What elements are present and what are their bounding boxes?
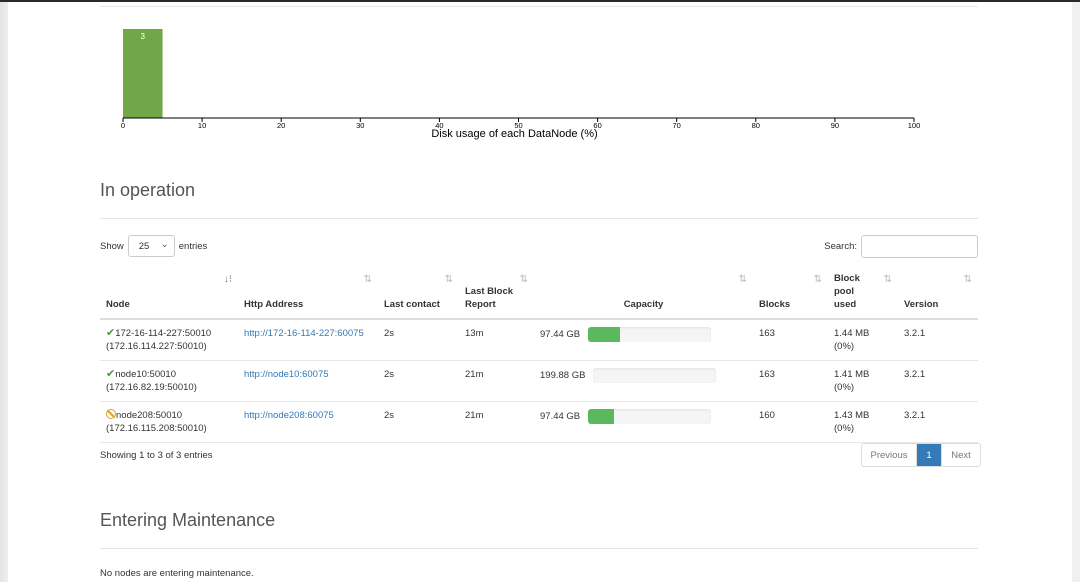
capacity-progress-bar	[588, 409, 712, 424]
col-header-blocks[interactable]: Blocks ⇅	[753, 267, 828, 320]
table-row: ✔node10:50010 (172.16.82.19:50010) http:/…	[100, 360, 978, 402]
capacity-progress-bar	[593, 368, 717, 383]
col-header-block-pool-used[interactable]: Block pool used ⇅	[828, 267, 898, 320]
show-label: Show	[100, 240, 124, 252]
http-address-link[interactable]: http://node10:60075	[238, 360, 378, 402]
entries-select-value: 25	[138, 240, 150, 252]
col-header-node[interactable]: Node ↓⁝	[100, 267, 238, 320]
entries-length-control: Show 25 ⌄ entries	[100, 234, 207, 258]
x-tick-label: 60	[593, 121, 601, 130]
capacity-progress-bar	[588, 327, 712, 342]
node-cell: node208:50010 (172.16.115.208:50010)	[100, 401, 238, 443]
block-pool-used-cell: 1.43 MB (0%)	[828, 401, 898, 443]
entering-maintenance-message: No nodes are entering maintenance.	[100, 568, 254, 579]
blocks-cell: 160	[753, 401, 828, 443]
x-axis-label: Disk usage of each DataNode (%)	[431, 128, 597, 140]
histogram-bar	[123, 29, 163, 118]
entries-label: entries	[178, 240, 208, 252]
last-block-report-cell: 13m	[459, 319, 534, 361]
x-tick-label: 50	[514, 121, 522, 130]
capacity-cell: 199.88 GB	[534, 360, 753, 402]
search-control: Search:	[824, 234, 978, 258]
col-header-http-address[interactable]: Http Address ⇅	[238, 267, 378, 320]
http-address-link[interactable]: http://node208:60075	[238, 401, 378, 443]
version-cell: 3.2.1	[898, 319, 978, 361]
capacity-cell: 97.44 GB	[534, 401, 753, 443]
table-row: ✔172-16-114-227:50010 (172.16.114.227:500…	[100, 319, 978, 361]
version-cell: 3.2.1	[898, 401, 978, 443]
blocks-cell: 163	[753, 319, 828, 361]
table-row: node208:50010 (172.16.115.208:50010) http…	[100, 401, 978, 443]
sort-icon: ⇅	[813, 274, 822, 285]
sort-icon: ⇅	[363, 274, 372, 285]
col-header-last-block-report[interactable]: Last Block Report ⇅	[459, 267, 534, 320]
x-tick-label: 40	[435, 121, 443, 130]
x-tick-label: 70	[673, 121, 681, 130]
sort-icon: ⇅	[738, 274, 747, 285]
histogram-bar-label: 3	[141, 32, 146, 41]
capacity-progress-fill	[588, 409, 614, 424]
checkmark-icon: ✔	[106, 368, 116, 380]
col-header-capacity[interactable]: Capacity ⇅	[534, 267, 753, 320]
top-divider	[100, 6, 978, 7]
previous-page-button[interactable]: Previous	[862, 444, 917, 466]
capacity-progress-fill	[588, 327, 621, 342]
chevron-down-icon: ⌄	[160, 239, 169, 250]
col-header-last-contact[interactable]: Last contact ⇅	[378, 267, 459, 320]
last-contact-cell: 2s	[378, 360, 459, 402]
decommissioned-icon	[106, 409, 116, 419]
version-cell: 3.2.1	[898, 360, 978, 402]
x-tick-label: 30	[356, 121, 364, 130]
sort-icon: ⇅	[444, 274, 453, 285]
entries-select[interactable]: 25 ⌄	[127, 235, 175, 257]
page-1-button[interactable]: 1	[917, 444, 941, 466]
capacity-cell: 97.44 GB	[534, 319, 753, 361]
checkmark-icon: ✔	[106, 327, 116, 339]
x-tick-label: 100	[908, 121, 921, 130]
sort-icon: ⇅	[519, 274, 528, 285]
blocks-cell: 163	[753, 360, 828, 402]
node-cell: ✔node10:50010 (172.16.82.19:50010)	[100, 360, 238, 402]
next-page-button[interactable]: Next	[941, 444, 980, 466]
entering-maintenance-divider	[100, 548, 978, 549]
x-tick-label: 80	[752, 121, 760, 130]
sort-icon: ⇅	[883, 274, 892, 285]
last-block-report-cell: 21m	[459, 401, 534, 443]
sort-ascending-icon: ↓⁝	[223, 274, 232, 285]
table-info: Showing 1 to 3 of 3 entries	[100, 450, 213, 461]
entering-maintenance-title: Entering Maintenance	[100, 510, 276, 530]
last-contact-cell: 2s	[378, 319, 459, 361]
in-operation-divider	[100, 218, 978, 219]
x-tick-label: 20	[277, 121, 285, 130]
in-operation-title: In operation	[100, 180, 196, 200]
http-address-link[interactable]: http://172-16-114-227:60075	[238, 319, 378, 361]
node-cell: ✔172-16-114-227:50010 (172.16.114.227:500…	[100, 319, 238, 361]
x-tick-label: 0	[121, 121, 125, 130]
x-tick-label: 90	[831, 121, 839, 130]
page: 3 0 10 20 30 40 50 60 70 80 90 100 Disk usage of eac…	[8, 2, 1072, 582]
pagination: Previous 1 Next	[861, 443, 981, 467]
table-header-row: Node ↓⁝ Http Address ⇅ Last contact ⇅ Last …	[100, 267, 978, 320]
block-pool-used-cell: 1.41 MB (0%)	[828, 360, 898, 402]
window-top-edge	[0, 0, 1080, 2]
last-block-report-cell: 21m	[459, 360, 534, 402]
search-input[interactable]	[861, 234, 978, 258]
search-label: Search:	[824, 240, 857, 252]
datanode-table: Node ↓⁝ Http Address ⇅ Last contact ⇅ Last …	[100, 267, 978, 443]
col-header-version[interactable]: Version ⇅	[898, 267, 978, 320]
sort-icon: ⇅	[963, 274, 972, 285]
x-tick-label: 10	[198, 121, 206, 130]
last-contact-cell: 2s	[378, 401, 459, 443]
block-pool-used-cell: 1.44 MB (0%)	[828, 319, 898, 361]
